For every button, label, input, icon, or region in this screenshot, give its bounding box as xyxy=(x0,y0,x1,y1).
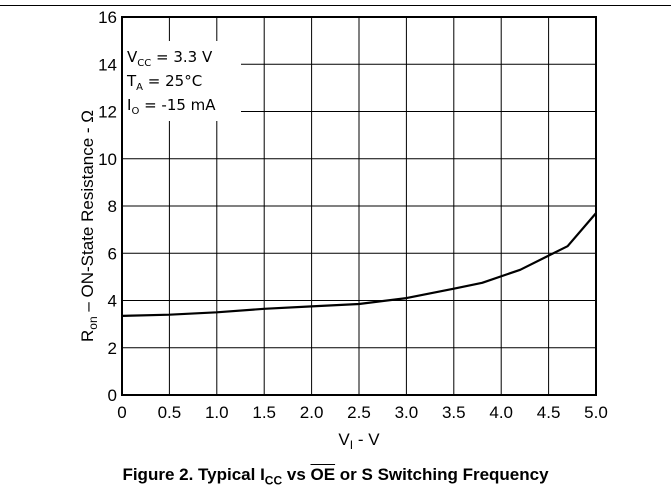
top-rule xyxy=(0,5,671,6)
condition-line: IO = -15 mA xyxy=(127,96,216,117)
x-tick-label: 3.5 xyxy=(442,403,466,422)
y-axis-title-rest: – ON-State Resistance - Ω xyxy=(78,110,97,316)
y-tick-label: 8 xyxy=(108,197,117,216)
y-axis-title-sub: on xyxy=(86,316,100,329)
caption-middle: vs xyxy=(282,465,311,484)
plot-frame xyxy=(121,16,597,396)
x-axis-title: VI - V xyxy=(338,430,380,452)
x-axis-title-main: V xyxy=(338,430,350,449)
y-axis-title: Ron – ON-State Resistance - Ω xyxy=(78,110,100,342)
x-tick-label: 1.0 xyxy=(205,403,229,422)
x-tick-label: 1.5 xyxy=(252,403,276,422)
conditions-legend: VCC = 3.3 V TA = 25°C IO = -15 mA xyxy=(126,48,216,117)
y-tick-label: 0 xyxy=(108,386,117,405)
caption-prefix: Figure 2. Typical I xyxy=(122,465,265,484)
y-tick-label: 10 xyxy=(98,150,117,169)
chart: 0 2 4 6 8 10 12 14 16 0 0.5 1.0 1.5 2.0 2.5 3.0 3.5 4.0 4… xyxy=(78,8,608,452)
x-tick-label: 4.0 xyxy=(489,403,513,422)
caption-sub: CC xyxy=(264,473,283,488)
condition-line: TA = 25°C xyxy=(126,72,202,93)
x-tick-label: 0.5 xyxy=(158,403,182,422)
x-tick-label: 2.5 xyxy=(347,403,371,422)
x-tick-label: 0 xyxy=(117,403,126,422)
x-tick-label: 3.0 xyxy=(395,403,419,422)
y-axis-title-main: R xyxy=(78,330,97,342)
condition-line: VCC = 3.3 V xyxy=(127,48,213,69)
x-tick-label: 5.0 xyxy=(584,403,608,422)
y-tick-label: 14 xyxy=(98,55,117,74)
x-axis-title-rest: - V xyxy=(353,430,380,449)
y-tick-label: 4 xyxy=(108,292,117,311)
y-tick-labels: 0 2 4 6 8 10 12 14 16 xyxy=(98,8,117,405)
figure-caption: Figure 2. Typical ICC vs OE or S Switchi… xyxy=(0,465,671,487)
x-tick-label: 2.0 xyxy=(300,403,324,422)
conditions-box xyxy=(123,41,241,121)
x-tick-labels: 0 0.5 1.0 1.5 2.0 2.5 3.0 3.5 4.0 4.5 5.0 xyxy=(117,403,608,422)
y-tick-label: 6 xyxy=(108,244,117,263)
y-tick-label: 12 xyxy=(98,103,117,122)
y-tick-label: 2 xyxy=(108,339,117,358)
series-line xyxy=(121,212,597,317)
caption-overline-signal: OE xyxy=(310,465,336,484)
x-tick-label: 4.5 xyxy=(537,403,561,422)
caption-suffix: or S Switching Frequency xyxy=(335,465,549,484)
y-tick-label: 16 xyxy=(98,8,117,27)
x-axis-title-sub: I xyxy=(350,438,353,452)
